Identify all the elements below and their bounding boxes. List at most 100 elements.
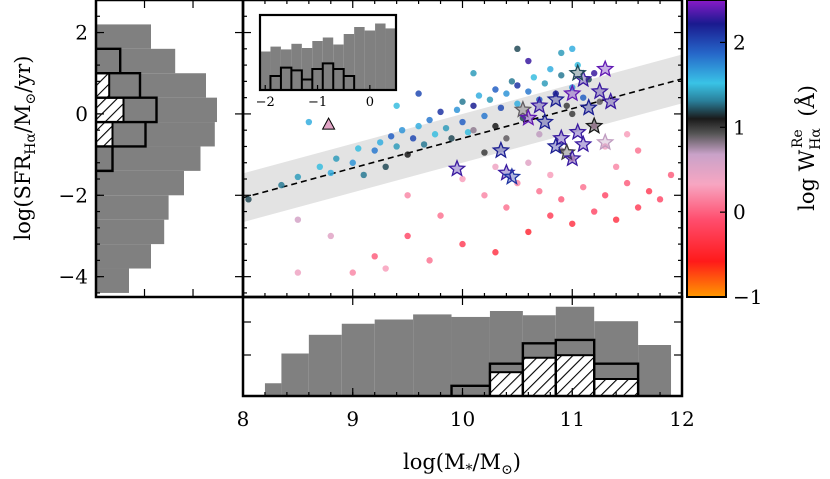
scatter-point [569, 45, 576, 53]
scatter-point [415, 122, 422, 130]
scatter-point [470, 126, 477, 134]
scatter-point [316, 163, 324, 171]
scatter-point [558, 72, 565, 79]
inset-bar [270, 46, 281, 90]
scatter-point [492, 122, 499, 130]
scatter-point [492, 86, 499, 93]
scatter-point [558, 196, 565, 203]
y-tick-label: −2 [59, 183, 88, 207]
scatter-point [481, 149, 488, 156]
scatter-point [612, 216, 620, 223]
colorbar-tick-label: 2 [733, 30, 746, 54]
scatter-point [541, 80, 549, 87]
star-point [584, 116, 604, 135]
star-point [562, 148, 582, 167]
scatter-point [426, 116, 433, 124]
scatter-point [536, 188, 543, 195]
outlier-triangle-marker [321, 117, 336, 130]
scatter-point [547, 171, 554, 179]
colorbar: −1 0 1 2 [686, 0, 762, 309]
scatter-point [503, 135, 510, 142]
scatter-point [563, 102, 570, 109]
scatter-point [278, 181, 285, 189]
scatter-point [525, 57, 532, 65]
x-hist-bar [374, 319, 414, 396]
scatter-point [645, 188, 653, 195]
scatter-point [393, 143, 400, 150]
scatter-point [525, 159, 532, 166]
scatter-point [404, 151, 411, 158]
scatter-point [426, 257, 433, 264]
colorbar-ticks-group: −1 0 1 2 [720, 30, 762, 309]
scatter-point [404, 232, 411, 240]
scatter-point [481, 112, 488, 120]
scatter-point [514, 100, 521, 107]
scatter-point [398, 126, 406, 134]
y-hist-bar [96, 268, 129, 293]
x-hist-bar [451, 316, 490, 396]
inset-bar [364, 30, 376, 90]
scatter-point [305, 118, 313, 126]
scatter-point [327, 232, 334, 240]
scatter-point [393, 102, 400, 109]
x-axis-ticks-group: 8 9 10 11 12 [237, 297, 695, 431]
scatter-point [420, 141, 428, 148]
scatter-point [492, 163, 499, 171]
y-hist-bar [96, 122, 215, 147]
y-hist-bar [96, 170, 184, 196]
main-sequence-fit-line [243, 78, 682, 199]
y-hist-hatched-bar [95, 72, 111, 99]
inset-bar [333, 44, 344, 90]
scatter-point [481, 192, 488, 199]
star-point [595, 59, 615, 78]
scatter-point [596, 98, 603, 105]
inset-tick-label: −2 [256, 95, 275, 110]
y-histogram-open [96, 47, 158, 173]
inset-bar [375, 23, 386, 90]
scatter-point [245, 196, 252, 203]
scatter-point [459, 175, 466, 183]
scatter-point [382, 163, 389, 171]
y-hist-bar [96, 48, 176, 74]
y-hist-hatched-bar [95, 96, 125, 124]
y-histogram-panel: −4 −2 0 2 [59, 0, 245, 299]
x-tick-label: 8 [237, 407, 250, 431]
scatter-point [503, 204, 510, 211]
y-hist-bar [96, 195, 169, 220]
scatter-point [503, 90, 510, 97]
scatter-point [294, 269, 302, 276]
star-point [519, 108, 538, 126]
scatter-point [514, 82, 521, 89]
scatter-point [355, 145, 362, 152]
star-point [546, 89, 566, 108]
scatter-point [591, 208, 598, 215]
inset-bar [280, 49, 292, 90]
scatter-point [569, 220, 576, 227]
inset-tick-label: 0 [366, 95, 374, 110]
y-hist-bar [96, 219, 165, 245]
colorbar-tick-label: −1 [733, 285, 762, 309]
scatter-point [601, 192, 609, 199]
scatter-point [349, 159, 356, 166]
x-hist-hatched-bar [521, 356, 557, 397]
scatter-point [371, 253, 378, 260]
inset-bar [260, 51, 271, 90]
y-tick-label: 2 [75, 21, 88, 45]
scatter-point [486, 96, 494, 103]
scatter-point [349, 269, 356, 276]
y-hist-bar [96, 73, 206, 98]
scatter-point [525, 88, 532, 95]
scatter-point [464, 129, 472, 136]
scatter-point [327, 169, 334, 177]
scatter-point [547, 212, 554, 219]
y-axis-ticks-group: −4 −2 0 2 [59, 0, 243, 297]
scatter-point [656, 196, 664, 203]
scatter-point [387, 133, 395, 140]
scatter-point [448, 135, 455, 142]
scatter-point [634, 147, 642, 154]
scatter-point [623, 131, 631, 138]
star-point [447, 159, 467, 177]
scatter-point [453, 106, 461, 114]
star-point [530, 96, 549, 114]
